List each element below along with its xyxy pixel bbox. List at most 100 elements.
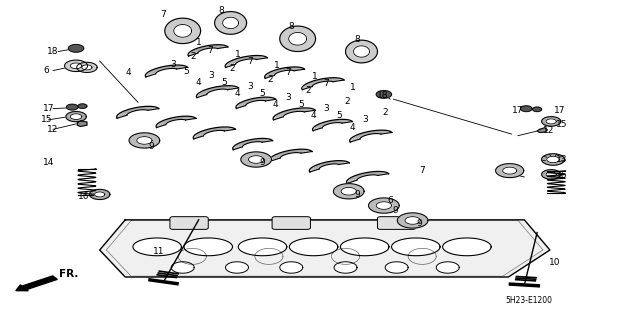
Text: 15: 15 [41, 115, 52, 124]
Polygon shape [502, 167, 516, 174]
FancyArrow shape [16, 276, 57, 291]
Polygon shape [265, 67, 305, 78]
Text: 9: 9 [148, 142, 154, 151]
Polygon shape [68, 45, 84, 52]
Polygon shape [546, 172, 556, 177]
Text: 8: 8 [289, 22, 294, 31]
Polygon shape [70, 63, 82, 69]
Text: 18: 18 [377, 92, 388, 100]
Polygon shape [302, 78, 344, 90]
Polygon shape [77, 62, 97, 72]
Text: 7: 7 [285, 68, 291, 77]
Polygon shape [309, 161, 349, 172]
Polygon shape [376, 202, 392, 209]
Polygon shape [443, 238, 491, 256]
Polygon shape [77, 121, 87, 126]
Text: 4: 4 [311, 111, 316, 121]
Text: 7: 7 [419, 166, 425, 175]
Text: 14: 14 [43, 158, 54, 167]
Polygon shape [225, 262, 248, 273]
Polygon shape [66, 112, 86, 122]
Polygon shape [156, 116, 196, 128]
Polygon shape [520, 106, 532, 112]
Polygon shape [280, 26, 316, 51]
Polygon shape [238, 238, 287, 256]
Text: FR.: FR. [60, 269, 79, 279]
Polygon shape [436, 262, 460, 273]
Polygon shape [333, 184, 364, 199]
Text: 8: 8 [218, 6, 224, 15]
Polygon shape [214, 11, 246, 34]
Polygon shape [95, 192, 105, 197]
Polygon shape [133, 238, 181, 256]
Text: 4: 4 [196, 78, 202, 87]
Text: 5: 5 [221, 78, 227, 87]
Text: 16: 16 [78, 191, 90, 201]
Text: 15: 15 [556, 120, 567, 129]
Polygon shape [369, 198, 399, 213]
Polygon shape [67, 104, 78, 110]
Polygon shape [233, 138, 273, 150]
Text: 5: 5 [260, 89, 266, 98]
Text: 9: 9 [260, 158, 266, 167]
Text: 12: 12 [543, 126, 554, 135]
Text: 1: 1 [274, 61, 280, 70]
Polygon shape [196, 86, 239, 98]
FancyBboxPatch shape [170, 217, 208, 229]
Polygon shape [129, 133, 160, 148]
Text: 7: 7 [247, 57, 253, 66]
Text: 11: 11 [154, 247, 165, 256]
Polygon shape [270, 149, 312, 161]
Polygon shape [537, 128, 547, 132]
Text: 7: 7 [161, 10, 166, 19]
Text: 7: 7 [323, 79, 329, 88]
Polygon shape [353, 46, 369, 57]
FancyBboxPatch shape [378, 217, 416, 229]
Text: 4: 4 [273, 100, 278, 109]
Polygon shape [341, 188, 356, 195]
Text: 16: 16 [556, 171, 567, 180]
Polygon shape [495, 164, 524, 178]
Polygon shape [273, 108, 316, 120]
Polygon shape [405, 217, 420, 224]
Polygon shape [78, 104, 87, 108]
Text: 4: 4 [234, 89, 240, 98]
Polygon shape [532, 107, 541, 112]
Text: 3: 3 [285, 93, 291, 102]
Polygon shape [280, 262, 303, 273]
Polygon shape [289, 238, 338, 256]
Text: 3: 3 [247, 82, 253, 91]
Polygon shape [172, 262, 194, 273]
Polygon shape [70, 114, 82, 120]
Text: 9: 9 [354, 190, 360, 199]
Text: 5: 5 [183, 67, 189, 76]
Text: 4: 4 [349, 122, 355, 132]
Polygon shape [236, 97, 276, 108]
Polygon shape [346, 171, 388, 183]
Polygon shape [541, 154, 564, 165]
Polygon shape [184, 238, 232, 256]
Polygon shape [385, 262, 408, 273]
Polygon shape [541, 170, 561, 179]
Text: 2: 2 [344, 97, 349, 106]
Polygon shape [248, 156, 264, 163]
Polygon shape [346, 40, 378, 63]
Polygon shape [223, 17, 239, 29]
Text: 4: 4 [125, 68, 131, 77]
Text: 2: 2 [306, 86, 311, 95]
Text: 17: 17 [43, 104, 54, 113]
Text: 3: 3 [323, 104, 329, 113]
FancyBboxPatch shape [272, 217, 310, 229]
Text: 7: 7 [207, 46, 213, 55]
Text: 5H23-E1200: 5H23-E1200 [505, 296, 552, 305]
Polygon shape [100, 220, 550, 277]
Text: 18: 18 [47, 47, 59, 56]
Text: 1: 1 [236, 49, 241, 59]
Text: 1: 1 [196, 38, 202, 48]
Polygon shape [137, 137, 152, 144]
Polygon shape [397, 213, 428, 228]
Text: 10: 10 [549, 258, 561, 267]
Text: 5: 5 [336, 111, 342, 120]
Polygon shape [334, 262, 357, 273]
Polygon shape [165, 18, 200, 44]
